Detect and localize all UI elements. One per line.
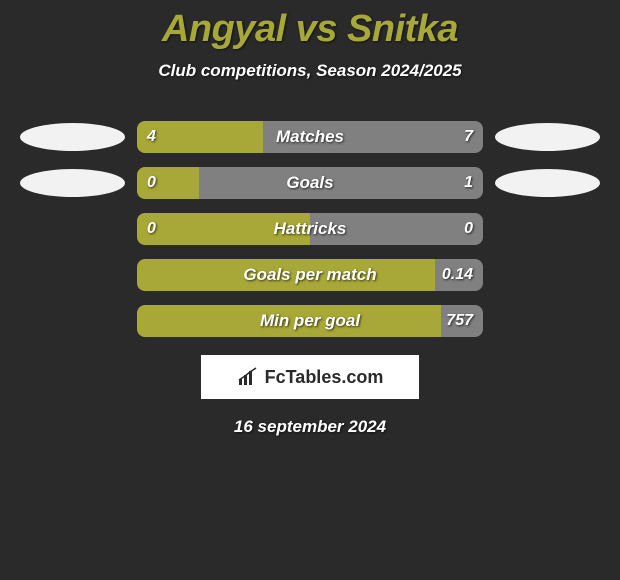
stat-bar: 00Hattricks <box>137 213 483 245</box>
comparison-card: Angyal vs Snitka Club competitions, Seas… <box>0 0 620 580</box>
stat-row: 0.14Goals per match <box>0 259 620 291</box>
stat-row: 47Matches <box>0 121 620 153</box>
bar-right-fill <box>263 121 483 153</box>
stat-row: 01Goals <box>0 167 620 199</box>
brand-text: FcTables.com <box>265 367 384 388</box>
brand-badge: FcTables.com <box>201 355 419 399</box>
value-right: 757 <box>446 305 473 337</box>
stat-row: 00Hattricks <box>0 213 620 245</box>
stat-bar: 47Matches <box>137 121 483 153</box>
value-right: 1 <box>464 167 473 199</box>
value-left: 4 <box>147 121 156 153</box>
value-left: 0 <box>147 167 156 199</box>
bar-left-fill <box>137 305 441 337</box>
stat-row: 757Min per goal <box>0 305 620 337</box>
bar-left-fill <box>137 213 310 245</box>
stat-bar: 757Min per goal <box>137 305 483 337</box>
page-title: Angyal vs Snitka <box>0 0 620 51</box>
value-left: 0 <box>147 213 156 245</box>
value-right: 7 <box>464 121 473 153</box>
brand-inner: FcTables.com <box>237 367 384 388</box>
stat-bar: 0.14Goals per match <box>137 259 483 291</box>
bar-right-fill <box>310 213 483 245</box>
player-right-oval <box>495 169 600 197</box>
player-right-oval <box>495 123 600 151</box>
player-left-oval <box>20 169 125 197</box>
stat-bar: 01Goals <box>137 167 483 199</box>
value-right: 0 <box>464 213 473 245</box>
player-left-oval <box>20 123 125 151</box>
stats-section: 47Matches01Goals00Hattricks0.14Goals per… <box>0 121 620 337</box>
date-line: 16 september 2024 <box>0 417 620 437</box>
brand-chart-icon <box>237 367 259 387</box>
bar-right-fill <box>199 167 483 199</box>
bar-left-fill <box>137 259 435 291</box>
subtitle: Club competitions, Season 2024/2025 <box>0 61 620 81</box>
value-right: 0.14 <box>442 259 473 291</box>
